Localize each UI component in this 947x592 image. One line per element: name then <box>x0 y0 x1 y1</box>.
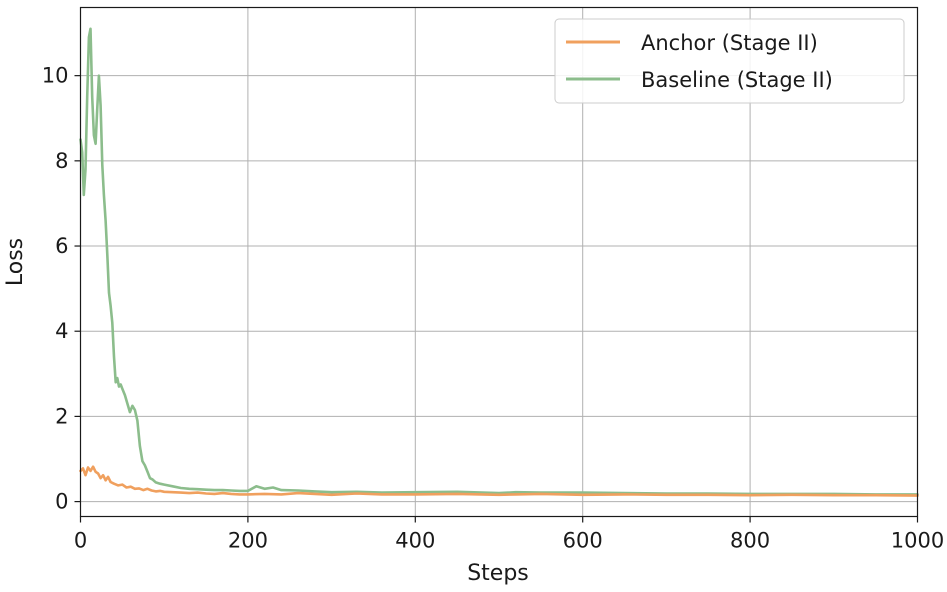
y-tick-label: 0 <box>55 490 68 514</box>
series-lines <box>79 27 919 497</box>
x-axis-label: Steps <box>467 561 529 586</box>
axis-ticks: 0 200 400 600 800 1000 0 2 4 6 8 10 <box>42 64 944 553</box>
x-tick-label: 200 <box>228 529 268 553</box>
series-line-anchor <box>79 465 919 497</box>
y-tick-label: 2 <box>55 404 68 428</box>
legend: Anchor (Stage II) Baseline (Stage II) <box>554 18 905 104</box>
series-line-baseline <box>79 27 919 496</box>
x-tick-label: 400 <box>395 529 435 553</box>
y-tick-label: 6 <box>55 234 68 258</box>
legend-box <box>554 18 905 104</box>
x-tick-label: 600 <box>563 529 603 553</box>
x-tick-label: 1000 <box>891 529 944 553</box>
y-tick-label: 8 <box>55 149 68 173</box>
legend-label-baseline: Baseline (Stage II) <box>641 68 833 92</box>
y-tick-label: 4 <box>55 319 68 343</box>
y-tick-label: 10 <box>42 64 69 88</box>
plot-frame <box>79 6 919 518</box>
x-tick-label: 0 <box>74 529 87 553</box>
y-axis-label: Loss <box>3 238 28 286</box>
x-tick-label: 800 <box>730 529 770 553</box>
legend-label-anchor: Anchor (Stage II) <box>641 31 818 55</box>
